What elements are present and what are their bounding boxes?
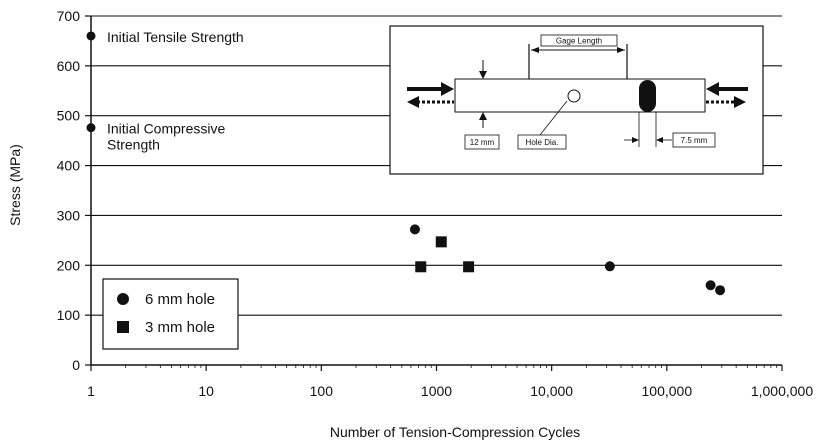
x-tick-label: 1,000,000 [751, 383, 813, 399]
hole-circle [567, 89, 581, 103]
width-label: 12 mm [470, 138, 495, 147]
slot-shape [639, 80, 656, 112]
legend: 6 mm hole 3 mm hole [102, 278, 239, 350]
width-label-box [464, 134, 500, 150]
y-tick-label: 300 [57, 207, 81, 223]
legend-box [102, 278, 239, 350]
x-tick-label: 10,000 [530, 383, 573, 399]
y-ticks: 0 100 200 300 400 500 600 700 [57, 8, 91, 373]
compressive-strength-label-line2: Strength [107, 137, 160, 153]
hole-label-box [517, 134, 567, 150]
x-tick-label: 100,000 [642, 383, 693, 399]
slot-label: 7.5 mm [681, 136, 708, 145]
compressive-strength-point [86, 123, 96, 133]
hole-dia-label: Hole Dia. [526, 138, 559, 147]
legend-label-6mm: 6 mm hole [145, 291, 215, 308]
gage-arrow-left [531, 47, 539, 53]
y-axis-title: Stress (MPa) [7, 144, 23, 226]
compressive-strength-label-line1: Initial Compressive [107, 121, 225, 137]
compression-arrow-right [706, 82, 719, 96]
legend-marker-6mm [117, 293, 129, 305]
y-tick-label: 100 [57, 307, 81, 323]
x-axis-title: Number of Tension-Compression Cycles [330, 424, 580, 440]
hole-leader-line [539, 100, 568, 136]
point-6-mm-hole [715, 285, 726, 296]
point-6-mm-hole [604, 261, 615, 272]
gage-arrow-right [617, 47, 625, 53]
y-tick-label: 200 [57, 257, 81, 273]
width-arrow-top [479, 71, 487, 79]
slot-arrow-left [632, 137, 639, 143]
y-tick-label: 0 [72, 357, 80, 373]
tension-arrow-left [407, 96, 419, 108]
reference-points: Initial Tensile Strength Initial Compres… [86, 29, 244, 153]
width-arrow-bottom [479, 112, 487, 120]
slot-label-box [672, 132, 716, 148]
point-3-mm-hole [415, 261, 427, 273]
x-tick-label: 10 [198, 383, 214, 399]
tension-arrow-right [734, 96, 746, 108]
y-tick-label: 700 [57, 8, 81, 24]
tensile-strength-point [86, 31, 96, 41]
x-tick-label: 1000 [421, 383, 452, 399]
legend-marker-3mm [117, 321, 129, 333]
y-tick-label: 600 [57, 58, 81, 74]
specimen-inset: Gage Length 12 mm Hole Dia. 7.5 mm [389, 25, 764, 175]
x-tick-label: 100 [310, 383, 334, 399]
slot-arrow-right [656, 137, 663, 143]
point-6-mm-hole [409, 224, 420, 235]
x-tick-label: 1 [87, 383, 95, 399]
gage-length-label: Gage Length [556, 37, 602, 46]
y-tick-label: 400 [57, 158, 81, 174]
tensile-strength-label: Initial Tensile Strength [107, 29, 244, 45]
gage-length-box [540, 34, 618, 47]
x-ticks: 1 10 100 1000 10,000 100,000 1,000,000 [87, 365, 813, 399]
point-6-mm-hole [705, 280, 716, 291]
compression-arrow-left [441, 82, 454, 96]
point-3-mm-hole [435, 236, 447, 248]
y-tick-label: 500 [57, 108, 81, 124]
legend-label-3mm: 3 mm hole [145, 319, 215, 336]
data-points [409, 224, 726, 296]
point-3-mm-hole [463, 261, 475, 273]
